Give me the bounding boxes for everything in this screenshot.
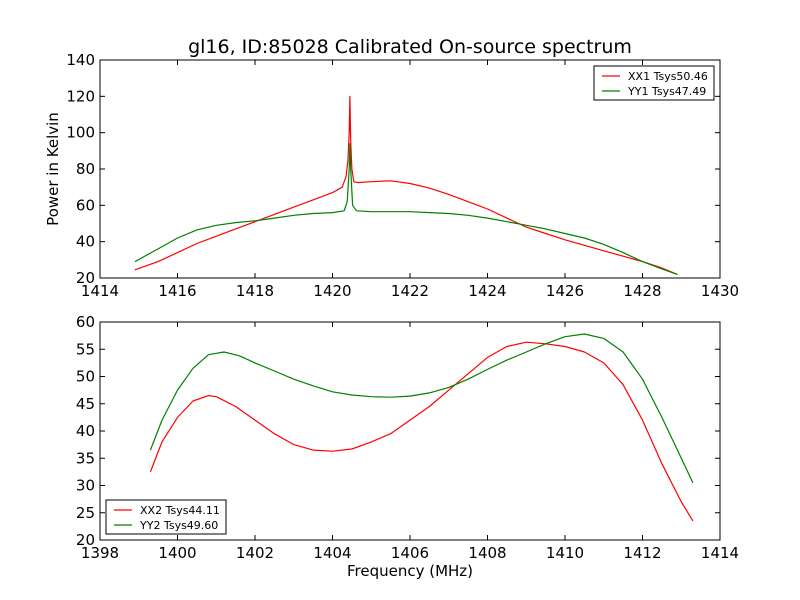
y-tick-label: 30 [76, 477, 95, 495]
legend-box [593, 65, 715, 101]
y-tick-label: 40 [76, 233, 95, 251]
x-tick-label: 1402 [236, 544, 274, 562]
x-tick-label: 1398 [81, 544, 119, 562]
x-tick-label: 1430 [701, 282, 739, 300]
x-tick-label: 1404 [313, 544, 351, 562]
x-tick-label: 1420 [313, 282, 351, 300]
x-tick-label: 1414 [701, 544, 739, 562]
x-tick-label: 1414 [81, 282, 119, 300]
bottom-plot-frame [99, 321, 721, 541]
x-tick-label: 1418 [236, 282, 274, 300]
y-tick-label: 100 [66, 124, 95, 142]
series-line-yy [134, 143, 678, 275]
top-spectrum-panel: gl16, ID:85028 Calibrated On-source spec… [44, 36, 739, 300]
x-tick-label: 1406 [391, 544, 429, 562]
legend-label: YY2 Tsys49.60 [139, 519, 218, 532]
y-tick-label: 20 [76, 531, 95, 549]
top-plot-frame [99, 59, 721, 279]
y-tick-label: 120 [66, 87, 95, 105]
top-series-lines [134, 95, 678, 275]
series-line-xx [149, 341, 694, 522]
bottom-legend: XX2 Tsys44.11 YY2 Tsys49.60 [105, 499, 227, 535]
y-tick-label: 45 [76, 395, 95, 413]
y-tick-label: 60 [76, 313, 95, 331]
bottom-spectrum-panel: Frequency (MHz) 1398 1400 1402 1404 1406 1408… [76, 313, 739, 580]
x-tick-label: 1416 [158, 282, 196, 300]
top-legend: XX1 Tsys50.46 YY1 Tsys47.49 [593, 65, 715, 101]
series-line-xx [134, 95, 678, 275]
y-axis-label: Power in Kelvin [44, 112, 62, 226]
bottom-axis-ticks: 1398 1400 1402 1404 1406 1408 1410 1412 1414 20 25… [76, 313, 739, 562]
legend-label: YY1 Tsys47.49 [627, 85, 706, 98]
x-tick-label: 1428 [623, 282, 661, 300]
x-tick-label: 1424 [468, 282, 506, 300]
legend-label: XX2 Tsys44.11 [140, 504, 220, 517]
y-tick-label: 25 [76, 504, 95, 522]
x-tick-label: 1410 [546, 544, 584, 562]
x-tick-label: 1408 [468, 544, 506, 562]
chart-title: gl16, ID:85028 Calibrated On-source spec… [188, 36, 632, 58]
y-tick-label: 80 [76, 160, 95, 178]
y-tick-label: 60 [76, 196, 95, 214]
legend-box [105, 499, 227, 535]
bottom-series-lines [149, 333, 694, 522]
series-line-yy [149, 333, 694, 484]
x-tick-label: 1412 [623, 544, 661, 562]
x-tick-label: 1422 [391, 282, 429, 300]
y-tick-label: 35 [76, 449, 95, 467]
y-tick-label: 140 [66, 51, 95, 69]
top-axis-ticks: 1414 1416 1418 1420 1422 1424 1426 1428 1430 20 40… [66, 51, 739, 300]
y-tick-label: 50 [76, 368, 95, 386]
x-tick-label: 1400 [158, 544, 196, 562]
legend-label: XX1 Tsys50.46 [628, 70, 708, 83]
y-tick-label: 40 [76, 422, 95, 440]
y-tick-label: 20 [76, 269, 95, 287]
y-tick-label: 55 [76, 340, 95, 358]
x-tick-label: 1426 [546, 282, 584, 300]
x-axis-label: Frequency (MHz) [347, 562, 473, 580]
